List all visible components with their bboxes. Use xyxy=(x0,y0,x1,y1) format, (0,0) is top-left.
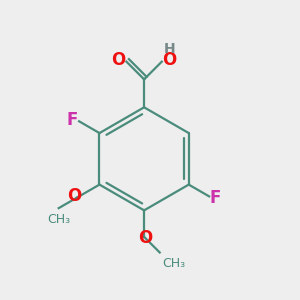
Text: CH₃: CH₃ xyxy=(47,214,70,226)
Text: CH₃: CH₃ xyxy=(162,257,185,270)
Text: O: O xyxy=(111,51,125,69)
Text: H: H xyxy=(164,42,175,56)
Text: F: F xyxy=(210,189,221,207)
Text: O: O xyxy=(162,51,176,69)
Text: F: F xyxy=(67,111,78,129)
Text: O: O xyxy=(139,229,153,247)
Text: O: O xyxy=(67,187,81,205)
